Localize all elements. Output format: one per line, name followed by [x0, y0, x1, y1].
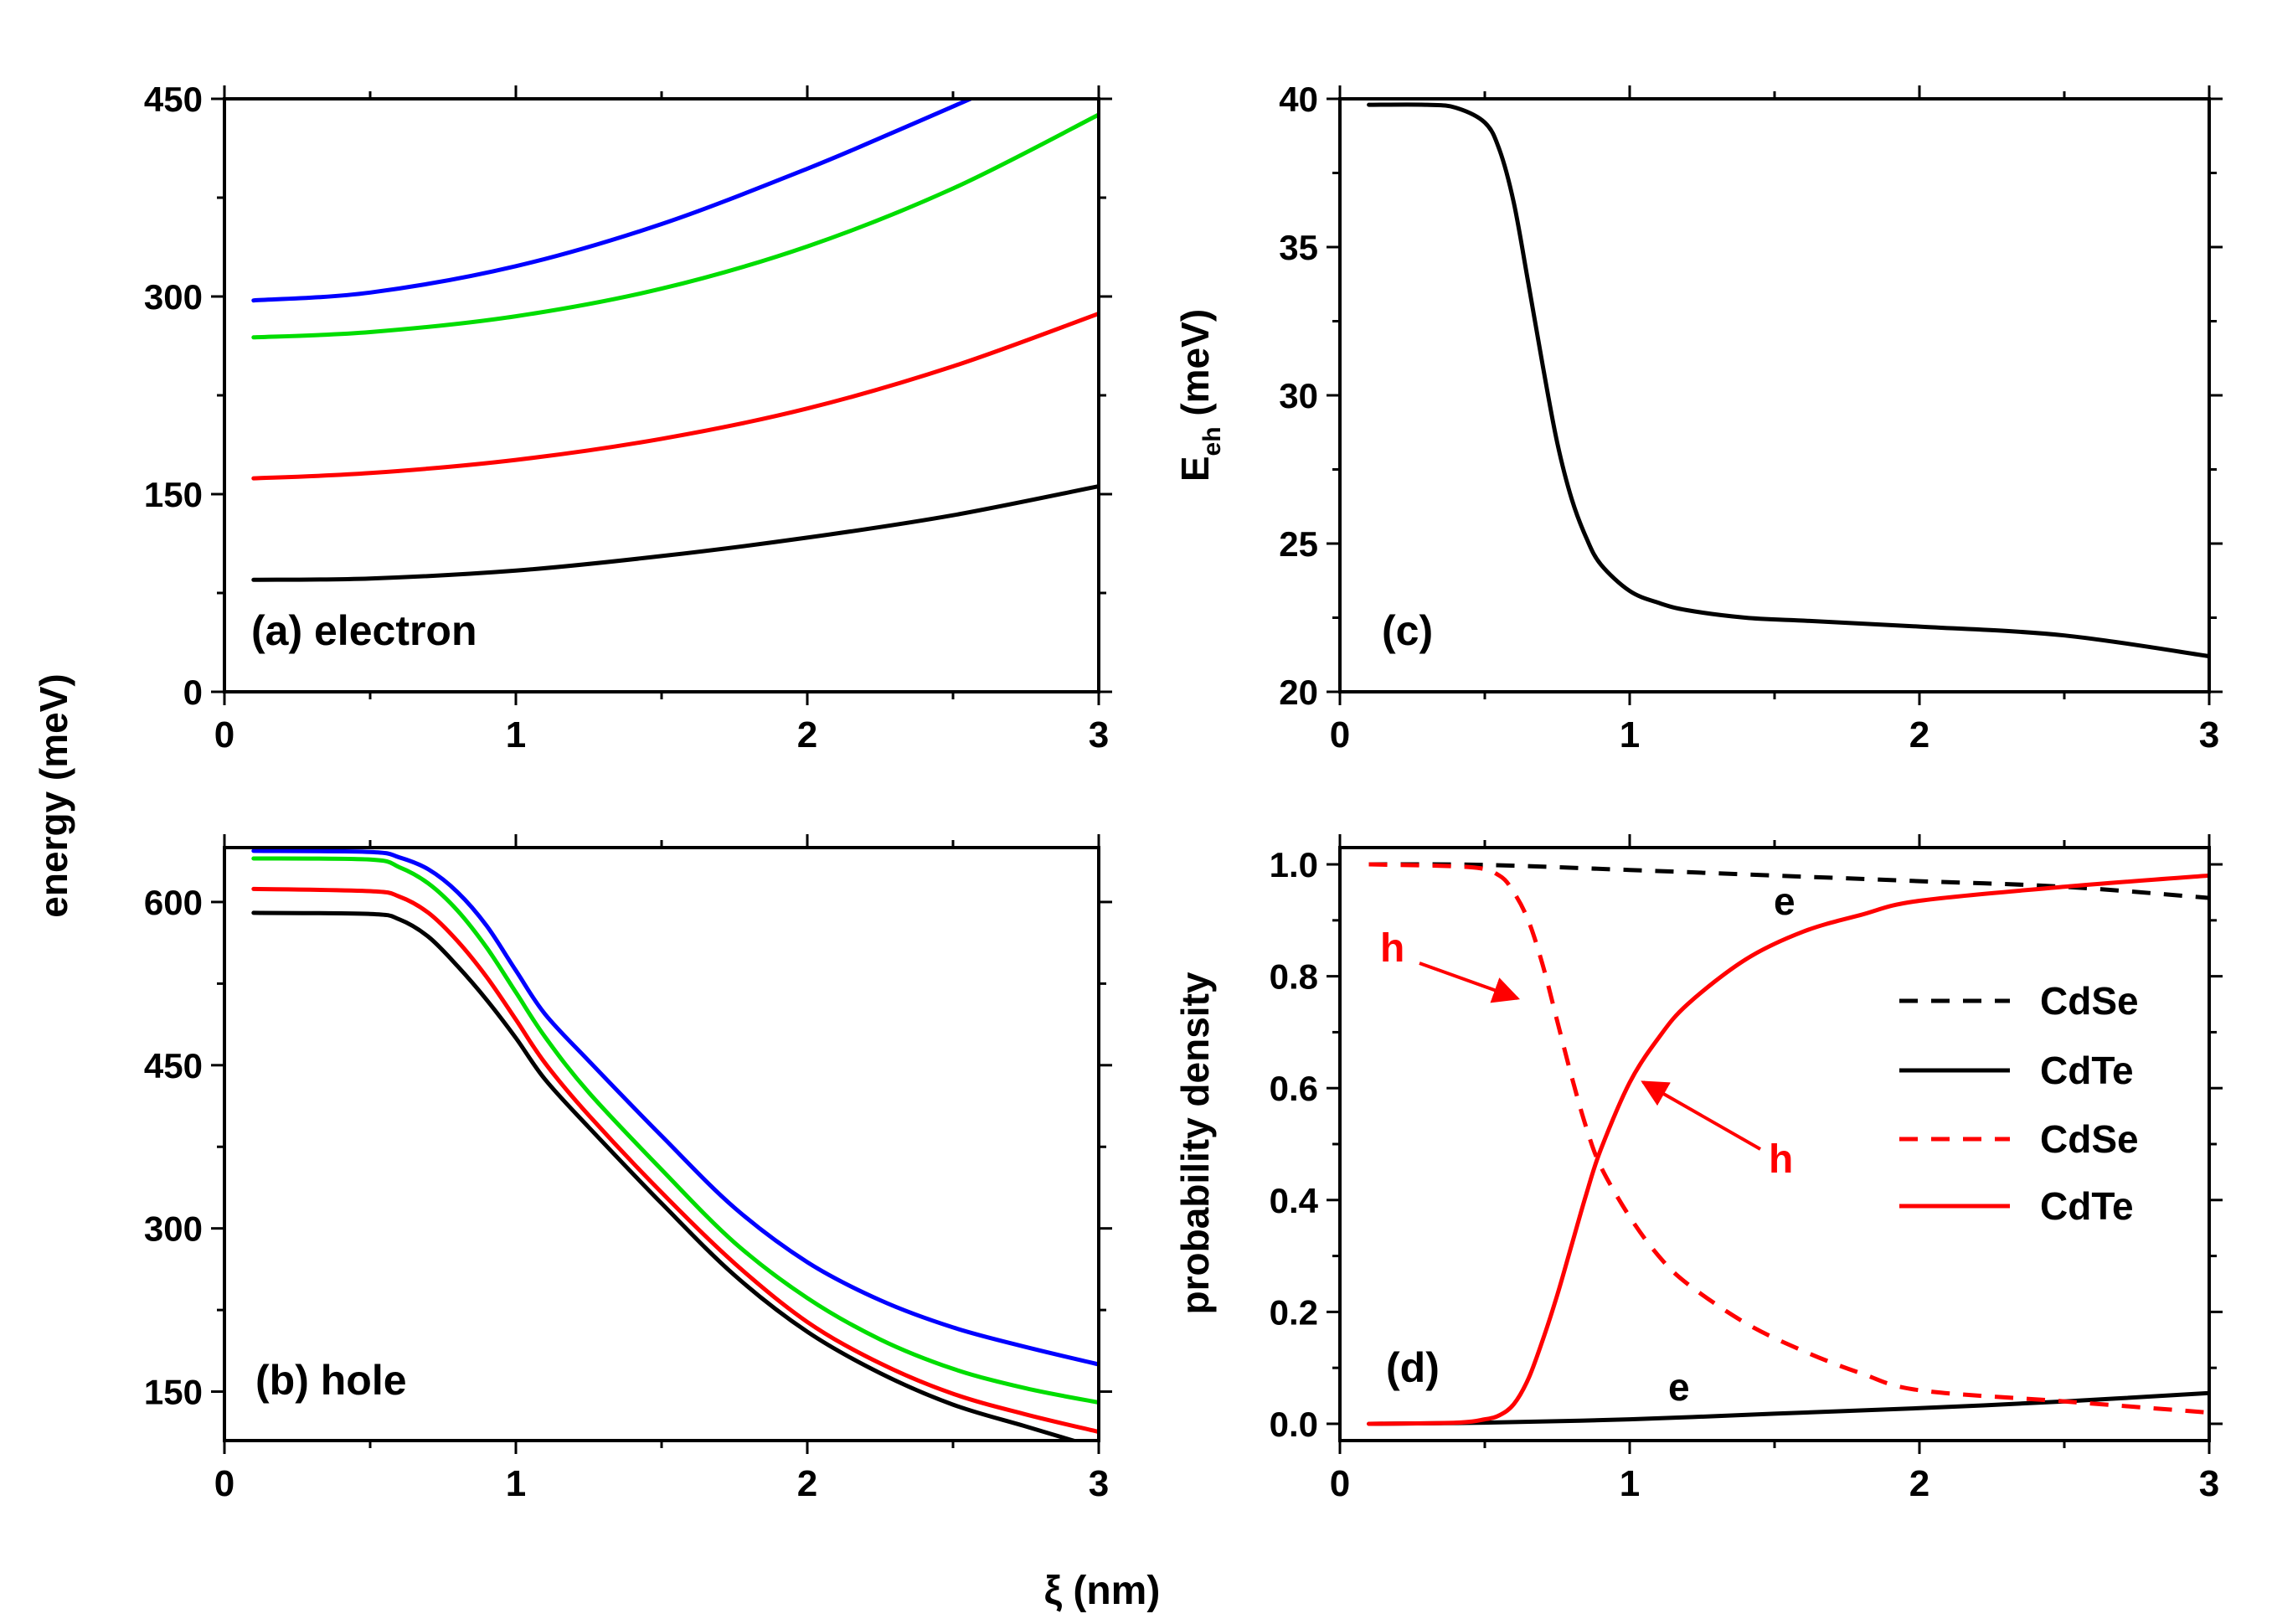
y-axis-label: Eeh (meV) — [1173, 309, 1226, 482]
series-line-level-2 — [251, 312, 1099, 481]
panel-label: (b) hole — [255, 1357, 407, 1404]
y-tick-label: 150 — [144, 475, 203, 514]
panel-b-hole: 0 1 2 3 150 300 450 600 (b) hole — [144, 834, 1112, 1504]
series-line-level-4 — [251, 99, 973, 303]
legend-label: CdTe — [2040, 1184, 2134, 1228]
legend-label: CdSe — [2040, 979, 2139, 1023]
y-tick-label: 0.4 — [1270, 1181, 1319, 1220]
x-tick-label: 3 — [2199, 714, 2219, 755]
y-tick-label: 450 — [144, 1046, 203, 1085]
x-tick-label: 3 — [1089, 714, 1109, 755]
y-axis-label-unit: (meV) — [1173, 309, 1217, 427]
x-tick-label: 0 — [1330, 1463, 1350, 1504]
panel-a-electron: 0 1 2 3 0 150 300 450 (a) electron — [144, 80, 1112, 755]
x-tick-label: 0 — [214, 1463, 234, 1504]
series-group — [1367, 102, 2209, 658]
y-tick-label: 450 — [144, 80, 203, 119]
x-tick-label: 0 — [1330, 714, 1350, 755]
y-tick-label: 35 — [1279, 228, 1318, 267]
legend-label: CdTe — [2040, 1049, 2134, 1092]
plot-frame — [1338, 97, 2211, 693]
y-axis-label-main: E — [1173, 456, 1217, 482]
plot-frame — [223, 846, 1100, 1442]
panel-label: (c) — [1382, 607, 1433, 654]
y-tick-label: 30 — [1279, 376, 1318, 415]
y-tick-label: 40 — [1279, 80, 1318, 119]
series-line-level-1 — [251, 484, 1099, 582]
x-tick-label: 0 — [214, 714, 234, 755]
y-tick-label: 0 — [183, 673, 203, 712]
x-tick-label: 2 — [1909, 1463, 1929, 1504]
x-tick-label: 1 — [1620, 1463, 1640, 1504]
y-tick-label: 300 — [144, 1209, 203, 1249]
annotation-arrow-h-cdse — [1419, 962, 1521, 1003]
y-tick-label: 0.8 — [1270, 957, 1318, 997]
shared-y-axis-label: energy (meV) — [32, 673, 75, 917]
series-group — [251, 848, 1099, 1441]
annotation-e-cdte: e — [1668, 1365, 1690, 1409]
panel-c-eh-energy: 0 1 2 3 20 25 30 35 40 (c) Eeh (meV) — [1173, 80, 2223, 755]
series-line-level-3 — [251, 856, 1099, 1405]
y-tick-label: 25 — [1279, 524, 1318, 564]
x-tick-label: 2 — [797, 714, 817, 755]
x-tick-label: 3 — [1089, 1463, 1109, 1504]
y-tick-label: 1.0 — [1270, 845, 1318, 884]
series-line-h-cdse — [1368, 862, 2209, 1415]
series-line-level-3 — [251, 112, 1099, 340]
x-tick-label: 1 — [506, 714, 526, 755]
annotation-h-cdte: h — [1769, 1137, 1793, 1182]
shared-x-axis-label: ξ (nm) — [1044, 1569, 1161, 1613]
series-line-h-cdte — [1367, 873, 2209, 1426]
y-tick-label: 0.2 — [1270, 1292, 1318, 1332]
series-line-level-2 — [251, 886, 1099, 1435]
series-group — [1367, 862, 2209, 1426]
y-tick-label: 0.0 — [1270, 1405, 1318, 1444]
x-tick-label: 1 — [506, 1463, 526, 1504]
legend-label: CdSe — [2040, 1117, 2139, 1161]
x-tick-label: 2 — [797, 1463, 817, 1504]
y-tick-label: 600 — [144, 883, 203, 922]
y-axis-label-subscript: eh — [1198, 426, 1226, 456]
plot-frame — [223, 97, 1100, 693]
y-tick-label: 300 — [144, 277, 203, 317]
legend: CdSe CdTe CdSe CdTe — [1899, 979, 2139, 1228]
annotation-arrow-h-cdte — [1641, 1080, 1761, 1151]
panel-d-probability-density: 0 1 2 3 0.0 0.2 0.4 0.6 0.8 1.0 (d) probability den… — [1173, 834, 2223, 1504]
annotation-h-cdse: h — [1380, 926, 1404, 971]
series-line-level-1 — [251, 910, 1081, 1441]
series-line-e_eh — [1367, 102, 2209, 658]
y-axis-label: probability density — [1173, 972, 1217, 1314]
x-tick-label: 2 — [1909, 714, 1929, 755]
y-tick-label: 0.6 — [1270, 1069, 1318, 1108]
panel-label: (a) electron — [251, 607, 477, 654]
series-line-level-4 — [251, 848, 1099, 1367]
x-tick-label: 1 — [1620, 714, 1640, 755]
x-tick-label: 3 — [2199, 1463, 2219, 1504]
panel-label: (d) — [1386, 1344, 1440, 1391]
y-tick-label: 20 — [1279, 673, 1318, 712]
plot-frame — [1338, 846, 2211, 1442]
y-tick-label: 150 — [144, 1373, 203, 1412]
series-group — [251, 99, 1099, 582]
annotation-e-cdse: e — [1774, 879, 1795, 923]
